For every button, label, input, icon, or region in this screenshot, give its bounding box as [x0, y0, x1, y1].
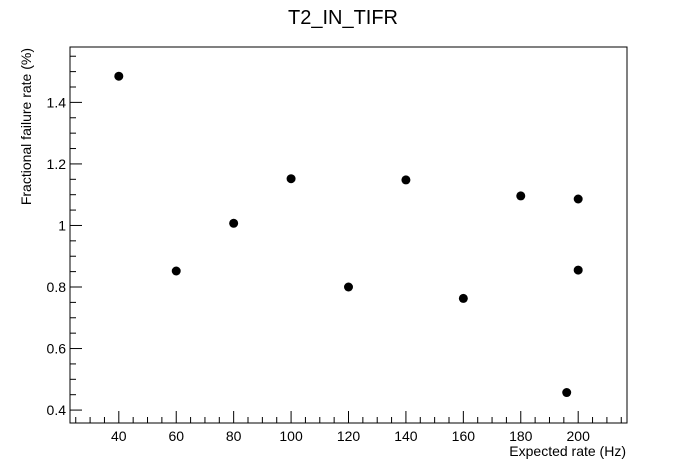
data-points [114, 71, 583, 398]
data-point [562, 388, 572, 398]
x-tick-label: 140 [394, 428, 418, 444]
chart-title: T2_IN_TIFR [288, 7, 398, 29]
axis-ticks [70, 55, 622, 423]
data-point [458, 293, 468, 303]
data-point [229, 218, 239, 228]
x-tick-label: 120 [337, 428, 361, 444]
x-tick-label: 200 [567, 428, 591, 444]
data-point [516, 191, 526, 201]
axis-tick-labels: 40 60 80 100 120 140 160 180 200 0.4 0.6 0.8 1 1.2 1.4 [47, 94, 591, 444]
y-tick-label: 0.6 [47, 341, 67, 357]
x-tick-label: 80 [226, 428, 242, 444]
y-tick-label: 1 [58, 217, 66, 233]
data-point [573, 194, 583, 204]
data-point [286, 174, 296, 184]
y-tick-label: 1.2 [47, 156, 67, 172]
y-tick-label: 1.4 [47, 94, 67, 110]
x-axis-label: Expected rate (Hz) [509, 443, 626, 459]
x-tick-label: 160 [452, 428, 476, 444]
y-axis-label: Fractional failure rate (%) [18, 48, 34, 205]
data-point [114, 71, 124, 81]
x-tick-label: 60 [168, 428, 184, 444]
x-tick-label: 100 [279, 428, 303, 444]
data-point [171, 266, 181, 276]
data-point [573, 265, 583, 275]
plot-frame [69, 46, 628, 424]
x-tick-label: 180 [509, 428, 533, 444]
data-point [344, 282, 353, 292]
y-tick-label: 0.4 [47, 402, 67, 418]
y-tick-label: 0.8 [47, 279, 67, 295]
data-point [401, 175, 411, 185]
x-tick-label: 40 [111, 428, 127, 444]
